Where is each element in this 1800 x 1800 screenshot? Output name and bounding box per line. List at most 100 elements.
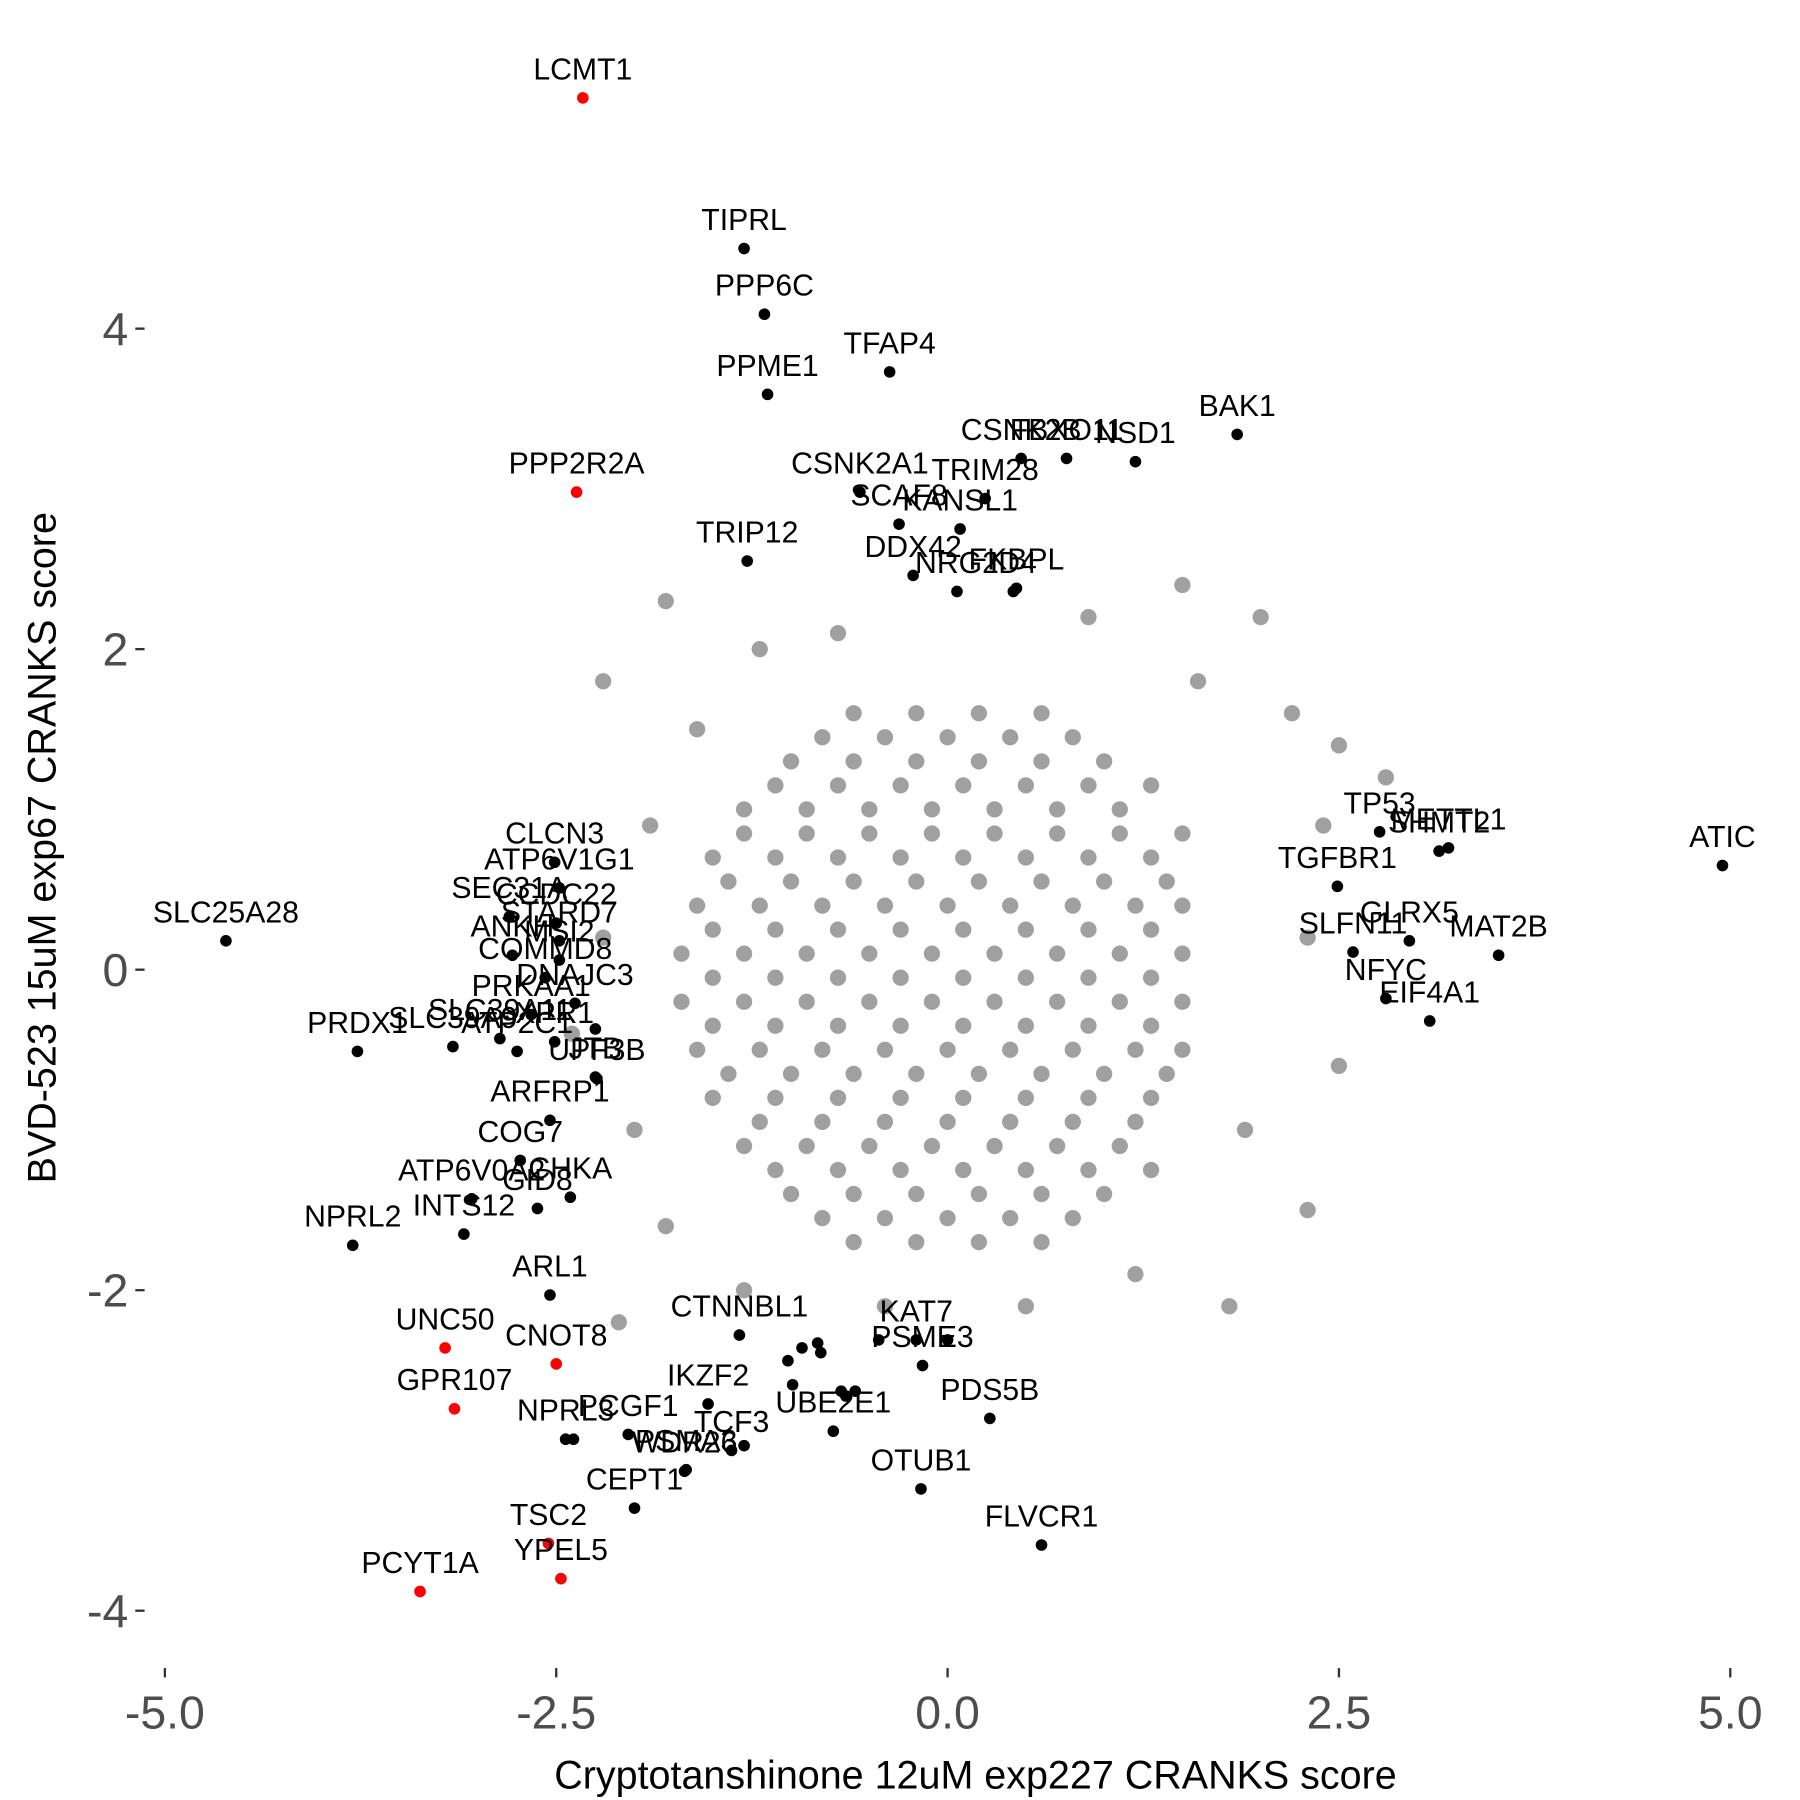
point: [861, 945, 878, 962]
point: [829, 1161, 847, 1179]
point: [1142, 1017, 1160, 1034]
point: [939, 1041, 956, 1058]
point: [550, 1358, 563, 1370]
point: [735, 1282, 753, 1299]
point: [1174, 825, 1191, 842]
point: [1442, 842, 1455, 854]
point: [1017, 1017, 1034, 1034]
point: [1002, 1113, 1019, 1131]
point: [448, 1402, 461, 1415]
point: [861, 825, 878, 842]
point: [845, 1233, 862, 1251]
point: [1064, 897, 1081, 914]
point: [892, 849, 909, 866]
point: [1252, 608, 1269, 626]
point: [577, 92, 589, 104]
point-label: PRDX1: [307, 1007, 408, 1040]
point: [955, 1089, 972, 1107]
point-label: CHKA: [528, 1153, 613, 1186]
point: [591, 1072, 603, 1085]
y-tick-label: 4: [102, 303, 128, 355]
point: [1064, 729, 1081, 746]
point: [595, 673, 612, 690]
point: [986, 825, 1003, 842]
point: [1002, 729, 1019, 746]
point-label: WDR26: [632, 1427, 738, 1460]
point: [908, 1065, 925, 1082]
point: [1017, 1089, 1034, 1107]
point: [892, 969, 909, 986]
point: [1142, 849, 1160, 866]
point: [548, 1035, 561, 1048]
point-label: OTUB1: [871, 1444, 972, 1477]
point: [688, 721, 706, 738]
point: [1174, 945, 1191, 962]
point: [1716, 859, 1729, 872]
point: [1142, 921, 1160, 938]
point: [861, 1137, 878, 1155]
point: [1015, 452, 1027, 465]
point: [447, 1040, 459, 1053]
point: [829, 625, 847, 642]
point-label: SLC39A9: [388, 1002, 517, 1035]
point: [626, 1121, 643, 1139]
point: [1174, 993, 1191, 1010]
point: [782, 1065, 800, 1082]
point: [1080, 1089, 1097, 1107]
point: [704, 1017, 721, 1034]
point: [955, 921, 972, 938]
point: [1127, 1113, 1144, 1131]
point: [514, 1154, 527, 1167]
point-label: CSNK2B: [961, 414, 1082, 447]
point: [642, 817, 659, 834]
point: [798, 1137, 815, 1155]
point: [986, 945, 1003, 962]
point: [553, 954, 566, 966]
point: [845, 1065, 862, 1082]
point: [751, 1113, 768, 1131]
point: [923, 801, 941, 818]
point-label: TSC2: [510, 1499, 587, 1532]
point: [733, 1329, 746, 1341]
point: [1111, 801, 1128, 818]
point-label: GID8: [502, 1164, 572, 1197]
point: [829, 969, 847, 986]
point: [767, 1089, 784, 1107]
point: [907, 569, 919, 582]
x-tick-label: -2.5: [516, 1686, 596, 1738]
y-tick-label: -4: [87, 1585, 128, 1637]
point: [954, 523, 966, 535]
point-label: PDS5B: [940, 1374, 1039, 1407]
point: [439, 1342, 451, 1354]
point: [589, 1023, 602, 1035]
point: [1033, 1233, 1050, 1251]
point: [1111, 945, 1128, 962]
point: [892, 1089, 909, 1107]
point: [1174, 576, 1191, 594]
point-label: PCGF1: [578, 1390, 679, 1423]
point: [939, 1209, 956, 1227]
point-label: PPME1: [716, 350, 818, 383]
point: [796, 1342, 808, 1354]
point: [351, 1045, 364, 1058]
point: [908, 705, 925, 722]
point: [854, 486, 866, 498]
point-label: PSME3: [871, 1321, 973, 1354]
point: [923, 945, 941, 962]
point: [829, 849, 847, 866]
point-label: ID4: [990, 547, 1037, 580]
point: [1330, 737, 1348, 754]
point-label: XPR1: [515, 997, 594, 1030]
point-label: COMMD8: [478, 933, 612, 966]
point: [1049, 993, 1066, 1010]
point-label: ANKH: [470, 911, 554, 944]
x-tick-label: 5.0: [1698, 1686, 1763, 1738]
point: [1380, 992, 1392, 1005]
point: [738, 1439, 750, 1452]
point: [610, 1314, 627, 1331]
point-label: ATP2C1: [461, 1007, 573, 1040]
y-tick-label: 2: [102, 623, 128, 675]
point-label: PCYT1A: [361, 1547, 479, 1580]
x-tick-label: 2.5: [1307, 1686, 1372, 1738]
point-label: GLRX5: [1360, 896, 1459, 929]
